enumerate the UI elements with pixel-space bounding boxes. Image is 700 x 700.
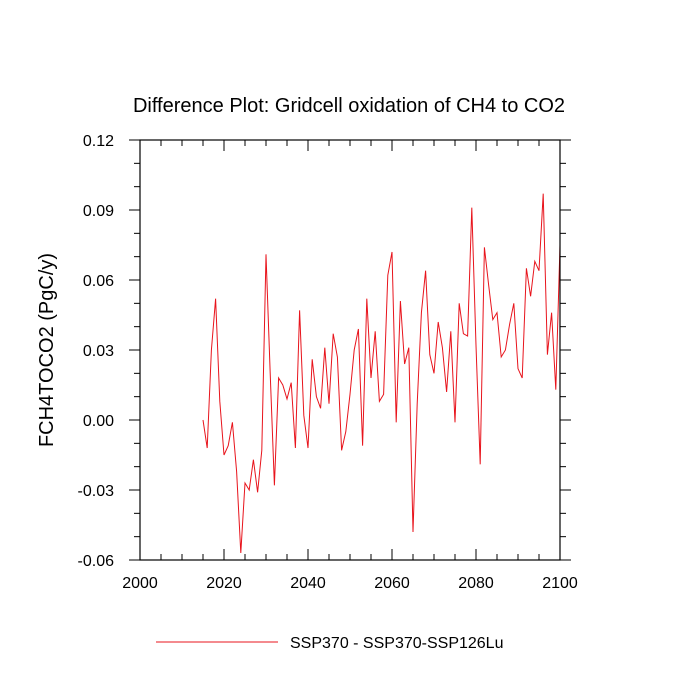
plot-frame [139,139,561,561]
series-group [202,193,560,554]
y-tick-label: 0.09 [83,203,114,220]
legend-label: SSP370 - SSP370-SSP126Lu [290,635,503,652]
x-tick-label: 2040 [290,575,326,592]
y-tick-label: -0.06 [78,553,115,570]
series-line-0 [202,193,560,554]
y-tick-label: -0.03 [78,483,115,500]
x-tick-label: 2020 [206,575,242,592]
y-tick-label: 0.03 [83,343,114,360]
y-tick-label: 0.06 [83,273,114,290]
y-tick-label: 0.12 [83,133,114,150]
x-tick-label: 2060 [374,575,410,592]
x-tick-label: 2080 [458,575,494,592]
axis-ticks [129,139,571,561]
x-tick-label: 2100 [542,575,578,592]
legend: SSP370 - SSP370-SSP126Lu [156,635,503,652]
chart-title: Difference Plot: Gridcell oxidation of C… [133,95,565,117]
axis-tick-labels: 2000 2020 2040 2060 2080 2100 -0.06 -0.03 0.00 0.… [78,133,578,592]
y-axis-label: FCH4TOCO2 (PgC/y) [36,253,58,447]
x-tick-label: 2000 [122,575,158,592]
plot-area [202,193,560,554]
y-tick-label: 0.00 [83,413,114,430]
